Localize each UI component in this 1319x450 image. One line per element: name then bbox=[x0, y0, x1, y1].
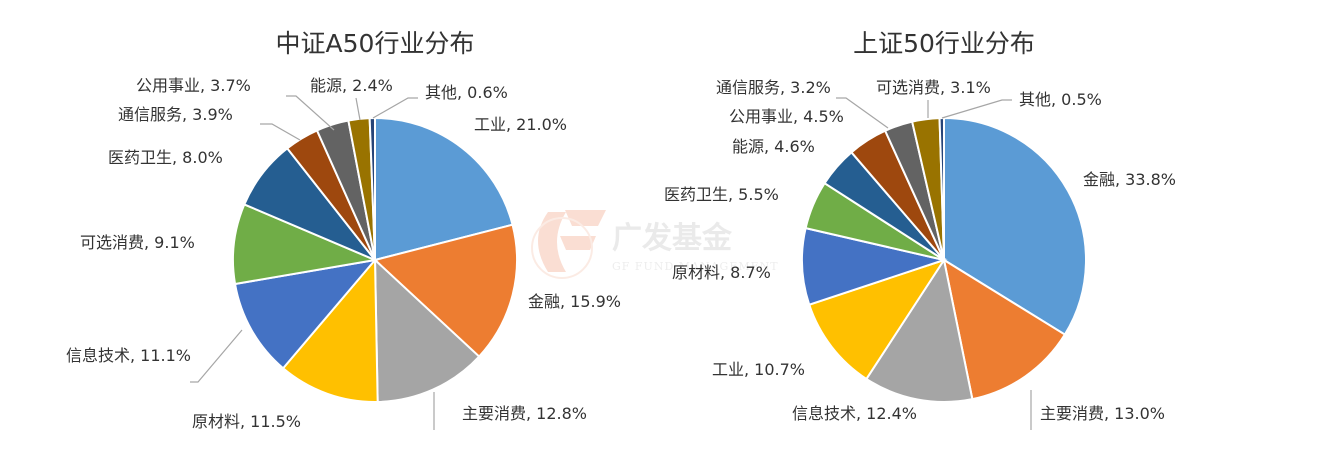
data-label-通信服务: 通信服务, 3.2% bbox=[716, 78, 831, 97]
data-label-能源: 能源, 4.6% bbox=[732, 137, 815, 156]
data-label-医药卫生: 医药卫生, 5.5% bbox=[664, 185, 779, 204]
leader-line-能源 bbox=[355, 97, 361, 121]
pie-a50: 工业, 21.0% 金融, 15.9% 主要消费, 12.8% 原材料, 11.5% 信… bbox=[66, 76, 621, 431]
data-label-通信服务: 通信服务, 3.9% bbox=[118, 105, 233, 124]
data-label-信息技术: 信息技术, 11.1% bbox=[66, 346, 191, 365]
data-label-可选消费: 可选消费, 3.1% bbox=[876, 78, 991, 97]
pie-slice-主要消费 bbox=[373, 257, 481, 403]
data-label-工业: 工业, 21.0% bbox=[474, 115, 567, 134]
data-label-金融: 金融, 15.9% bbox=[528, 292, 621, 311]
leader-line-公用事业 bbox=[286, 95, 335, 131]
leader-line-通信服务 bbox=[836, 97, 889, 129]
data-label-可选消费: 可选消费, 9.1% bbox=[80, 233, 195, 252]
leader-line-信息技术 bbox=[190, 329, 243, 383]
data-label-金融: 金融, 33.8% bbox=[1083, 170, 1176, 189]
leader-line-其他 bbox=[941, 99, 1012, 119]
pie-slice-其他 bbox=[368, 116, 376, 261]
pie-slice-信息技术 bbox=[865, 257, 974, 403]
pie-slice-工业 bbox=[807, 258, 947, 381]
data-label-原材料: 原材料, 8.7% bbox=[672, 263, 771, 282]
pie-slice-金融 bbox=[372, 223, 518, 358]
data-label-主要消费: 主要消费, 13.0% bbox=[1040, 404, 1165, 423]
pie-slice-信息技术 bbox=[233, 258, 378, 370]
data-label-工业: 工业, 10.7% bbox=[712, 360, 805, 379]
chart-title-a50: 中证A50行业分布 bbox=[276, 29, 475, 58]
chart-title-sse50: 上证50行业分布 bbox=[853, 29, 1035, 58]
brand-tagline: GF FUND MANAGEMENT bbox=[612, 260, 779, 273]
data-label-主要消费: 主要消费, 12.8% bbox=[462, 404, 587, 423]
leader-line-其他 bbox=[372, 97, 418, 119]
data-label-能源: 能源, 2.4% bbox=[310, 76, 393, 95]
leader-line-通信服务 bbox=[260, 123, 301, 141]
pie-slice-原材料 bbox=[281, 257, 379, 403]
data-label-公用事业: 公用事业, 3.7% bbox=[136, 76, 251, 95]
data-label-原材料: 原材料, 11.5% bbox=[192, 412, 301, 431]
pie-sse50: 金融, 33.8% 主要消费, 13.0% 信息技术, 12.4% 工业, 10.7%… bbox=[664, 78, 1176, 430]
data-label-公用事业: 公用事业, 4.5% bbox=[729, 107, 844, 126]
pie-slice-金融 bbox=[943, 116, 1087, 336]
data-label-信息技术: 信息技术, 12.4% bbox=[792, 404, 917, 423]
pie-slice-可选消费 bbox=[232, 203, 379, 286]
data-label-其他: 其他, 0.6% bbox=[425, 83, 508, 102]
brand-logo-icon bbox=[531, 210, 606, 279]
data-label-医药卫生: 医药卫生, 8.0% bbox=[108, 148, 223, 167]
data-label-其他: 其他, 0.5% bbox=[1019, 90, 1102, 109]
brand-watermark: 广发基金 GF FUND MANAGEMENT bbox=[531, 210, 779, 279]
pie-slice-主要消费 bbox=[942, 257, 1067, 401]
pie-slice-工业 bbox=[374, 116, 514, 262]
brand-name: 广发基金 bbox=[612, 221, 733, 256]
